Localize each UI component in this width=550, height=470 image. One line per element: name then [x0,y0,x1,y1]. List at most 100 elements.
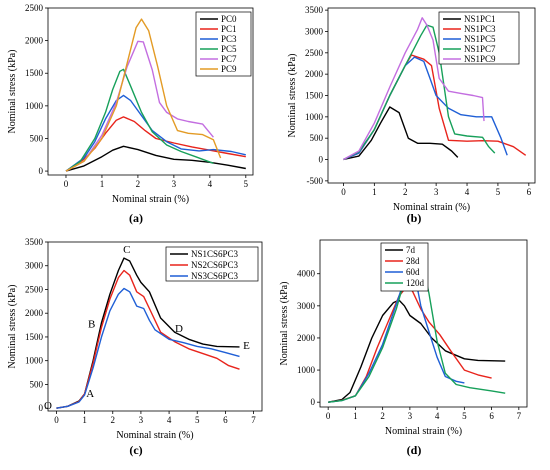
x-tick-label: 4 [208,179,213,189]
x-tick-label: 3 [172,179,177,189]
y-tick-label: 2000 [25,36,44,46]
series-line-ns1pc9 [343,17,485,161]
x-tick-label: 5 [244,179,249,189]
y-tick-label: 2000 [25,308,44,318]
legend-entry: NS1CS6PC3 [191,249,239,259]
y-tick-label: 0 [319,155,324,165]
panel-caption: (d) [407,443,422,457]
series-line-7d [328,299,506,403]
chart-panel-3: 0 1 2 3 4 5 6 7 0 500 1000 1500 2000 2500 3000 3500 Nomi… [7,237,263,457]
x-tick-label: 1 [100,179,105,189]
x-tick-label: 3 [408,411,413,421]
chart-panel-1: 0 1 2 3 4 5 0 500 1000 1500 2000 2500 Nominal strain… [7,3,254,225]
legend-entry: NS2CS6PC3 [191,260,239,270]
y-tick-label: 1000 [25,356,44,366]
legend-entry: NS1PC7 [464,44,496,54]
legend-entry: NS1PC3 [464,24,496,34]
series-line-ns3cs6pc3 [56,287,240,409]
legend-entry: PC3 [221,34,237,44]
chart-panel-4: 0 1 2 3 4 5 6 7 0 1000 2000 3000 4000 Nominal strain … [279,239,528,457]
y-axis-label: Nominal stress (kPa) [279,282,290,366]
plot-frame [47,241,263,412]
panel-caption: (b) [407,211,422,225]
point-label-c: C [123,244,130,256]
series-line-pc3 [65,94,246,172]
legend-entry: 28d [406,256,420,266]
y-axis-label: Nominal stress (kPa) [7,50,18,134]
y-tick-label: 1500 [305,91,324,101]
x-tick-label: 1 [82,415,87,425]
x-tick-label: 0 [64,179,69,189]
x-tick-label: 6 [223,415,228,425]
y-tick-label: -500 [307,176,324,186]
point-label-b: B [88,318,95,330]
series-line-pc7 [65,40,214,172]
y-tick-label: 3500 [305,5,324,15]
plot-frame [47,7,254,176]
legend-box [438,11,520,65]
legend-entry: PC7 [221,54,237,64]
legend-entry: 120d [406,278,425,288]
y-tick-label: 1000 [297,365,316,375]
point-label-a: A [86,388,94,400]
y-axis-label: Nominal stress (kPa) [287,54,298,138]
legend-entry: PC1 [221,24,237,34]
y-axis-label: Nominal stress (kPa) [7,285,18,369]
x-tick-label: 2 [111,415,116,425]
legend-box [195,11,252,77]
series-line-pc5 [65,68,214,172]
x-axis-label: Nominal strain (%) [385,426,462,437]
x-axis-label: Nominal strain (%) [393,202,470,213]
y-tick-label: 500 [30,379,44,389]
y-tick-label: 1000 [305,112,324,122]
panel-caption: (c) [129,443,142,457]
legend-entry: PC5 [221,44,237,54]
x-tick-label: 6 [527,187,532,197]
chart-panel-2: 0 1 2 3 4 5 6 -500 0 500 1000 1500 2000 2500 3000 3500 N… [287,5,536,225]
series-line-ns1pc1 [343,106,459,161]
legend-entry: 60d [406,267,420,277]
y-tick-label: 0 [39,403,44,413]
x-tick-label: 0 [326,411,331,421]
x-tick-label: 3 [434,187,439,197]
y-tick-label: 3000 [297,301,316,311]
plot-frame [319,239,528,408]
y-tick-label: 2500 [25,284,44,294]
y-tick-label: 3000 [305,26,324,36]
legend-entry: PC0 [221,14,237,24]
x-tick-label: 5 [496,187,501,197]
x-tick-label: 7 [251,415,256,425]
point-label-d: D [175,323,183,335]
y-tick-label: 0 [39,166,44,176]
point-label-e: E [243,340,250,352]
y-tick-label: 4000 [297,269,316,279]
x-tick-label: 2 [403,187,408,197]
x-tick-label: 0 [341,187,346,197]
x-axis-label: Nominal strain (%) [112,194,189,205]
x-tick-label: 4 [435,411,440,421]
y-tick-label: 2500 [305,48,324,58]
legend-box [165,246,259,282]
x-tick-label: 5 [195,415,200,425]
y-tick-label: 3000 [25,261,44,271]
y-tick-label: 0 [311,397,316,407]
y-tick-label: 2000 [305,69,324,79]
x-axis-label: Nominal strain (%) [116,430,193,441]
y-tick-label: 1500 [25,332,44,342]
point-label-o: O [44,400,52,412]
x-tick-label: 1 [372,187,377,197]
x-tick-label: 4 [167,415,172,425]
y-tick-label: 500 [310,133,324,143]
x-tick-label: 0 [54,415,59,425]
y-tick-label: 500 [30,133,44,143]
legend-entry: NS1PC5 [464,34,496,44]
x-tick-label: 2 [380,411,385,421]
x-tick-label: 7 [517,411,522,421]
legend-entry: NS3CS6PC3 [191,271,239,281]
y-tick-label: 1500 [25,68,44,78]
x-tick-label: 3 [139,415,144,425]
x-tick-label: 2 [136,179,141,189]
